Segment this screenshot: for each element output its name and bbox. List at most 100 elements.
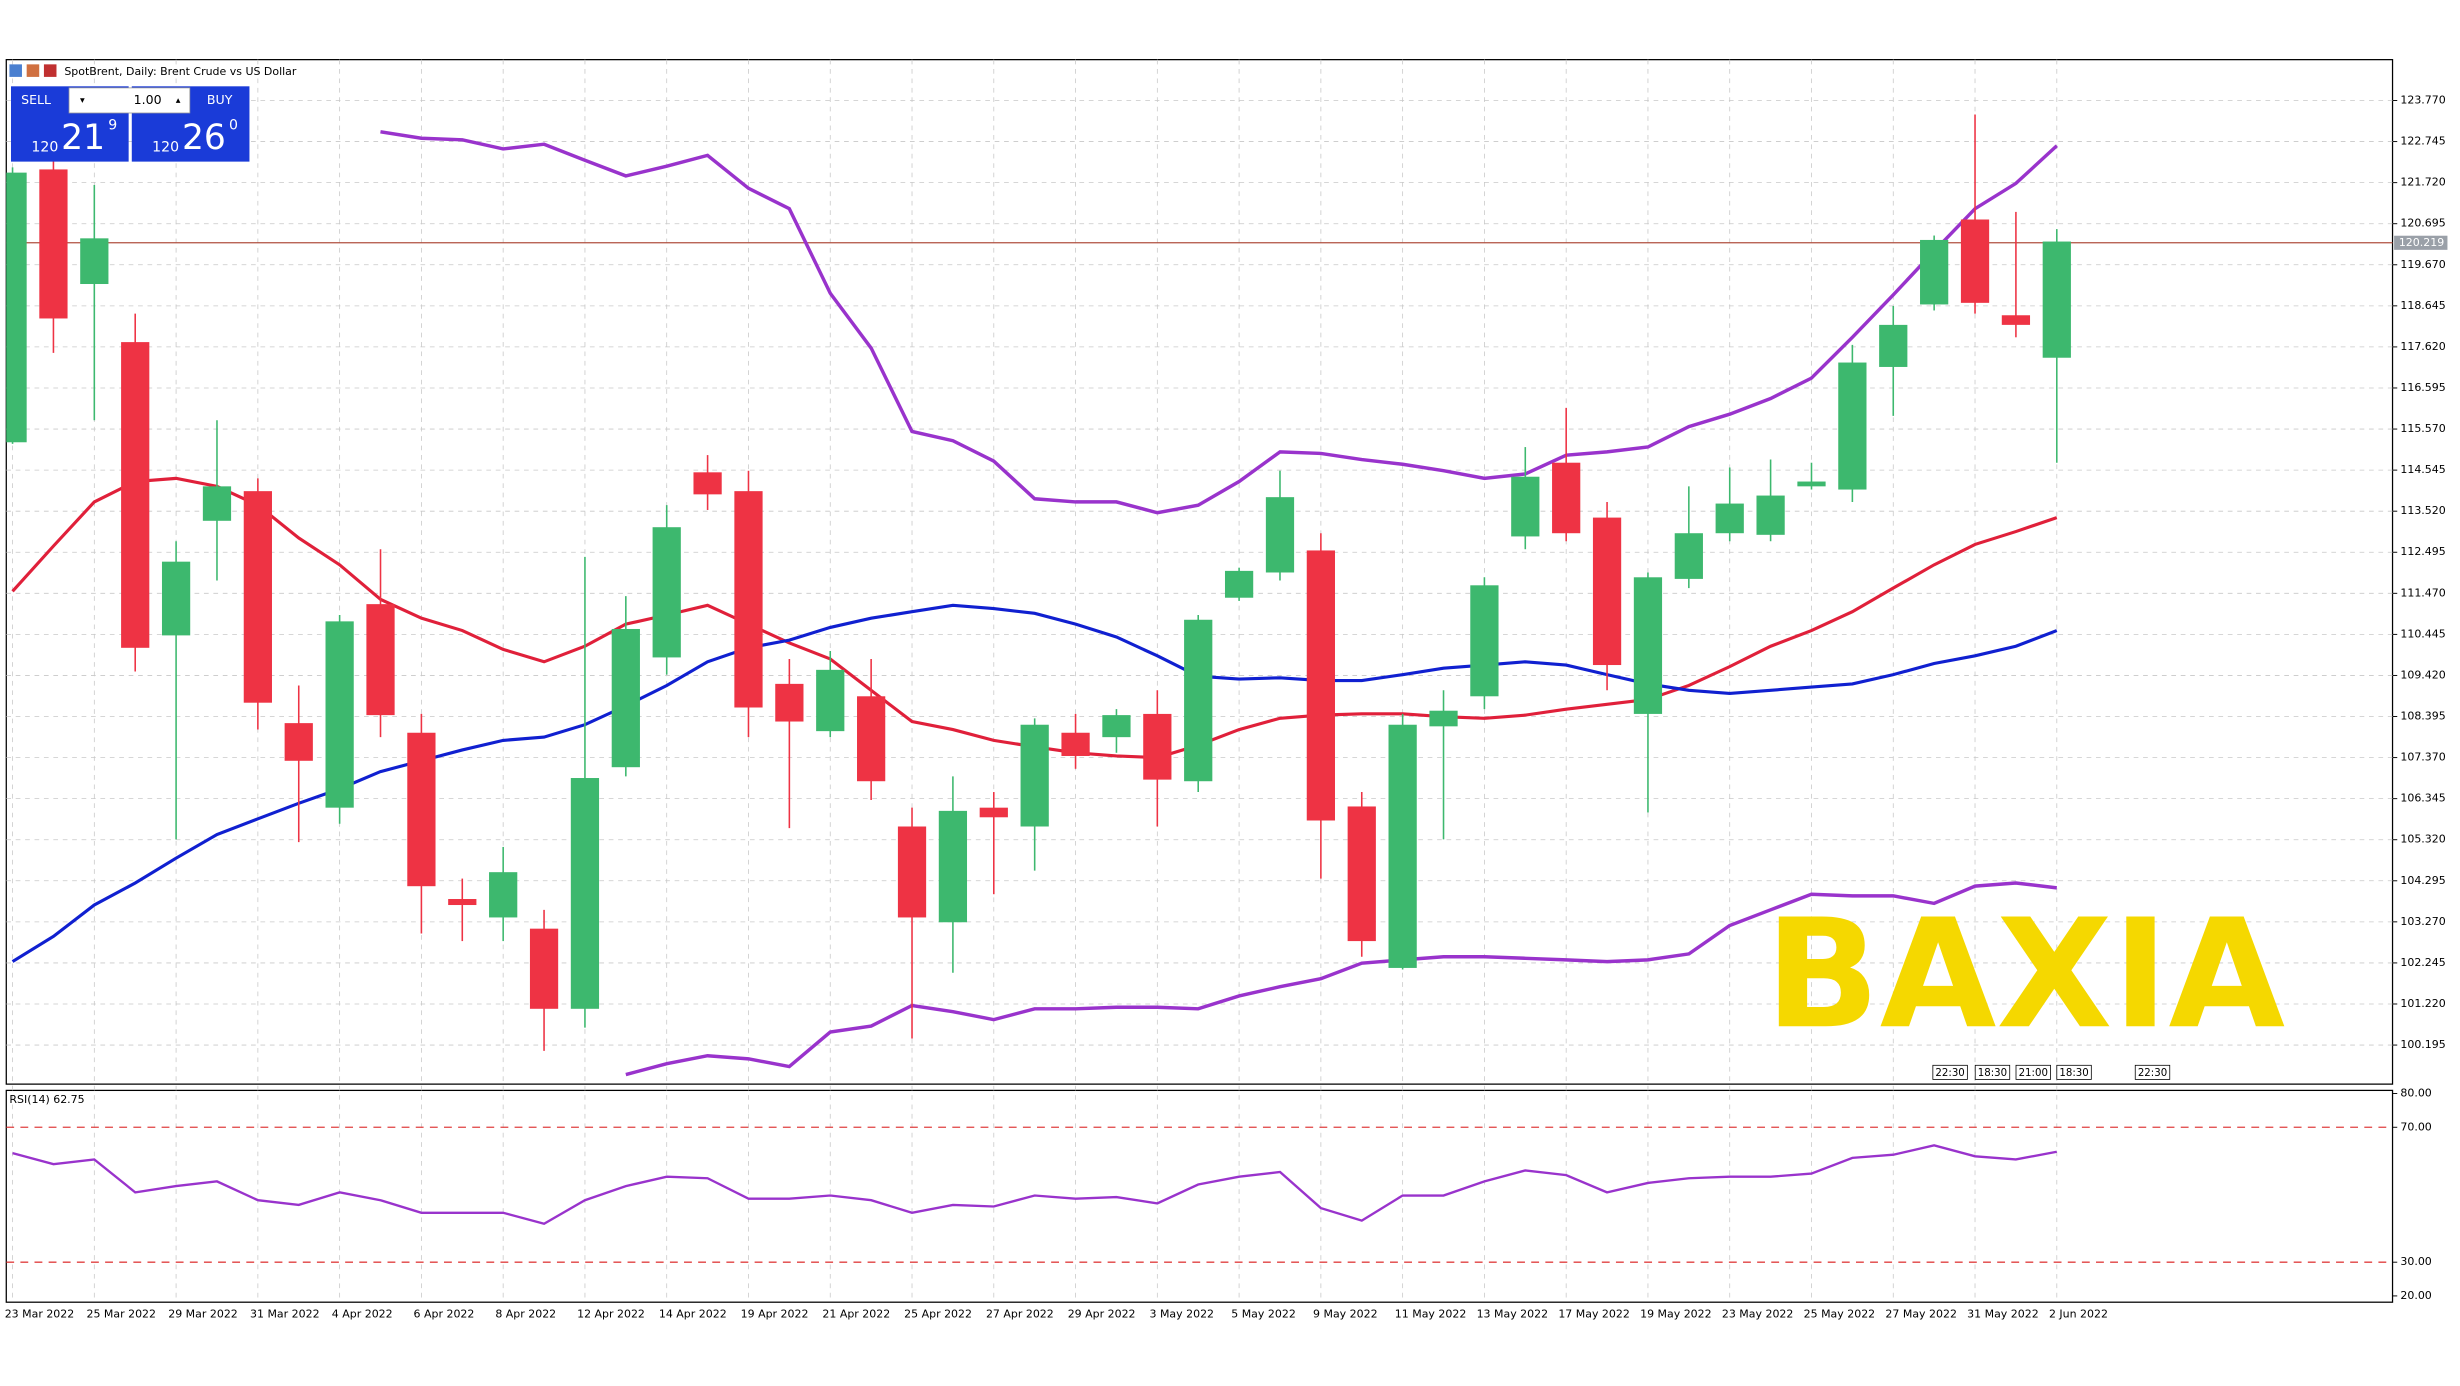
main-panel	[5, 59, 2394, 1085]
x-tick-label: 6 Apr 2022	[414, 1308, 475, 1321]
sell-big: 21	[61, 118, 105, 158]
y-tick-label: 115.570	[2400, 422, 2445, 435]
y-tick-label: 114.545	[2400, 463, 2445, 476]
labels: 23 Mar 2022 25 Mar 2022 29 Mar 2022 31 Mar …	[5, 94, 2448, 1321]
x-tick-label: 31 Mar 2022	[250, 1308, 320, 1321]
candle-body	[80, 238, 109, 285]
candle-body	[816, 669, 845, 732]
icon	[26, 64, 40, 77]
candle-body	[1265, 497, 1295, 573]
candle-body	[1633, 577, 1663, 714]
current-price-box	[2394, 235, 2448, 250]
candle-body	[1470, 585, 1499, 697]
x-tick-label: 19 Apr 2022	[741, 1308, 809, 1321]
x-tick-label: 29 Apr 2022	[1068, 1308, 1136, 1321]
icon	[9, 64, 22, 77]
candle-body	[1061, 732, 1090, 756]
x-tick-label: 29 Mar 2022	[168, 1308, 238, 1321]
y-tick-label: 116.595	[2400, 381, 2445, 394]
time-box	[2056, 1064, 2092, 1080]
candle-body	[529, 928, 559, 1009]
time-box	[1974, 1064, 2011, 1080]
x-tick-label: 8 Apr 2022	[495, 1308, 556, 1321]
x-tick-label: 11 May 2022	[1395, 1308, 1467, 1321]
candle-body	[243, 491, 272, 703]
time-label: 18:30	[2059, 1068, 2088, 1079]
main-marks	[6, 114, 2393, 1077]
candle-body	[1306, 550, 1335, 821]
candle-body	[1920, 239, 1949, 305]
y-tick-label: 123.770	[2400, 94, 2445, 107]
candle-body	[489, 872, 518, 918]
candle-body	[1797, 481, 1826, 487]
candle-body	[570, 778, 600, 1009]
x-tick-label: 21 Apr 2022	[822, 1308, 890, 1321]
time-box	[2134, 1064, 2171, 1080]
time-box	[2015, 1064, 2051, 1080]
y-tick-label: 107.370	[2400, 751, 2445, 764]
arrow[interactable]: ▾	[80, 95, 85, 106]
y-tick-label: 80.00	[2400, 1087, 2431, 1100]
candle-body	[366, 604, 395, 716]
watermark: BAXIA	[1765, 886, 2285, 1062]
buy-sup: 0	[229, 118, 238, 134]
y-tick-label: 109.420	[2400, 668, 2445, 681]
sell-label[interactable]: SELL	[21, 92, 51, 107]
y-tick-label: 30.00	[2400, 1255, 2431, 1268]
candle-body	[39, 169, 68, 319]
x-tick-label: 3 May 2022	[1149, 1308, 1214, 1321]
symbol-title: SpotBrent, Daily: Brent Crude vs US Doll…	[64, 65, 297, 78]
x-tick-label: 27 Apr 2022	[986, 1308, 1054, 1321]
trade-panel: SELL BUY ▾ ▴ 1.00 120 21 9 120 26 0	[10, 86, 250, 162]
candle-body	[1224, 570, 1254, 598]
x-tick-label: 23 May 2022	[1722, 1308, 1794, 1321]
candle-body	[448, 899, 477, 906]
x-tick-label: 14 Apr 2022	[659, 1308, 727, 1321]
candle-body	[1715, 503, 1744, 534]
candle-body	[897, 826, 927, 918]
candle-body	[857, 696, 886, 782]
x-tick-label: 5 May 2022	[1231, 1308, 1296, 1321]
buy-big: 26	[182, 118, 226, 158]
candle-body	[1552, 462, 1581, 534]
candle-body	[325, 621, 354, 808]
candle-body	[1592, 517, 1622, 666]
y-tick-label: 101.220	[2400, 997, 2445, 1010]
x-tick-label: 17 May 2022	[1558, 1308, 1630, 1321]
candle-body	[1102, 715, 1131, 738]
candle-body	[1674, 533, 1703, 579]
candle-body	[1388, 724, 1417, 968]
candle-body	[161, 561, 191, 636]
y-tick-label: 119.670	[2400, 258, 2445, 271]
candle-body	[2001, 315, 2031, 325]
lot[interactable]: 1.00	[134, 92, 162, 107]
icon	[43, 64, 57, 77]
candle-body	[121, 342, 150, 648]
lot-box[interactable]	[68, 87, 191, 114]
y-tick-label: 117.620	[2400, 340, 2445, 353]
x-tick-label: 25 May 2022	[1804, 1308, 1876, 1321]
candle-body	[2042, 241, 2071, 358]
y-tick-label: 100.195	[2400, 1038, 2445, 1051]
candle-body	[979, 807, 1008, 818]
time-box	[1932, 1064, 1968, 1080]
time-label: 21:00	[2019, 1068, 2048, 1079]
time-label: 18:30	[1978, 1068, 2007, 1079]
x-tick-label: 13 May 2022	[1477, 1308, 1549, 1321]
y-tick-label: 112.495	[2400, 545, 2445, 558]
indicator-line	[380, 130, 2058, 515]
y-tick-label: 105.320	[2400, 833, 2445, 846]
candle-body	[1511, 476, 1540, 537]
current-price-label: 120.219	[2399, 236, 2444, 249]
candle-body	[652, 527, 681, 658]
x-tick-label: 19 May 2022	[1640, 1308, 1712, 1321]
candle-body	[1838, 362, 1867, 490]
candle-body	[1429, 710, 1458, 727]
arrow[interactable]: ▴	[176, 95, 181, 106]
buy-label[interactable]: BUY	[207, 92, 233, 107]
x-tick-label: 9 May 2022	[1313, 1308, 1378, 1321]
y-tick-label: 108.395	[2400, 710, 2445, 723]
candle-body	[1184, 619, 1213, 782]
candle-body	[284, 723, 313, 761]
